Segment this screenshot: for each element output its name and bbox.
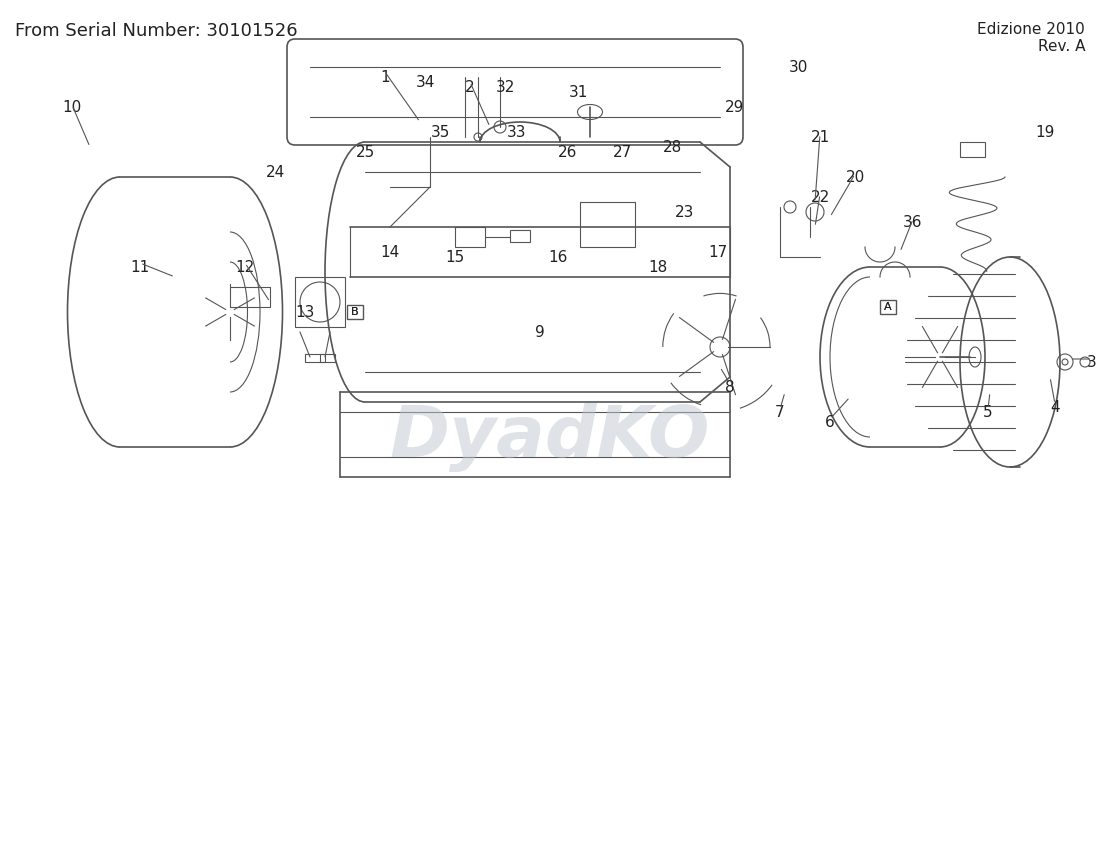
Text: 33: 33 bbox=[507, 125, 527, 140]
Text: 29: 29 bbox=[725, 100, 745, 114]
Text: 15: 15 bbox=[446, 250, 464, 264]
Text: Edizione 2010
Rev. A: Edizione 2010 Rev. A bbox=[977, 22, 1085, 55]
Text: A: A bbox=[884, 302, 892, 312]
Bar bbox=[510, 230, 530, 242]
Bar bbox=[346, 305, 363, 319]
Text: 26: 26 bbox=[559, 145, 578, 160]
Text: 2: 2 bbox=[465, 80, 475, 95]
Text: 10: 10 bbox=[63, 100, 81, 114]
Text: 13: 13 bbox=[295, 304, 315, 320]
Bar bbox=[455, 227, 485, 247]
Text: DyadKO: DyadKO bbox=[389, 402, 711, 472]
Text: 4: 4 bbox=[1050, 400, 1059, 414]
Text: 11: 11 bbox=[131, 259, 150, 275]
Text: 5: 5 bbox=[983, 405, 993, 420]
Text: 1: 1 bbox=[381, 69, 389, 84]
Text: 19: 19 bbox=[1035, 125, 1055, 140]
Text: 17: 17 bbox=[708, 244, 727, 259]
Text: 6: 6 bbox=[825, 414, 835, 429]
Text: 7: 7 bbox=[776, 405, 784, 420]
Text: 18: 18 bbox=[648, 259, 668, 275]
Text: 24: 24 bbox=[265, 165, 285, 179]
Text: 12: 12 bbox=[235, 259, 254, 275]
Text: B: B bbox=[351, 307, 359, 317]
Text: From Serial Number: 30101526: From Serial Number: 30101526 bbox=[15, 22, 298, 40]
Text: 36: 36 bbox=[903, 214, 923, 230]
Bar bbox=[295, 277, 345, 327]
Text: 28: 28 bbox=[662, 140, 682, 154]
Text: B: B bbox=[351, 307, 359, 317]
Text: 8: 8 bbox=[725, 380, 735, 394]
Bar bbox=[320, 354, 336, 362]
Text: 27: 27 bbox=[613, 145, 631, 160]
Text: 30: 30 bbox=[789, 60, 807, 75]
Text: 31: 31 bbox=[569, 84, 587, 100]
Text: 16: 16 bbox=[548, 250, 568, 264]
Text: 22: 22 bbox=[811, 190, 829, 205]
Bar bbox=[305, 354, 324, 362]
Text: 25: 25 bbox=[355, 145, 375, 160]
Text: 3: 3 bbox=[1087, 355, 1097, 369]
Text: 20: 20 bbox=[846, 170, 865, 185]
Text: 23: 23 bbox=[675, 205, 695, 219]
Text: 21: 21 bbox=[811, 129, 829, 145]
Text: A: A bbox=[884, 302, 892, 312]
Text: 32: 32 bbox=[495, 80, 515, 95]
Text: 9: 9 bbox=[535, 324, 544, 340]
Bar bbox=[880, 300, 896, 314]
Bar bbox=[960, 142, 984, 157]
Bar bbox=[580, 202, 635, 247]
Text: 35: 35 bbox=[430, 125, 450, 140]
Text: 34: 34 bbox=[416, 75, 434, 89]
Text: 14: 14 bbox=[381, 244, 399, 259]
